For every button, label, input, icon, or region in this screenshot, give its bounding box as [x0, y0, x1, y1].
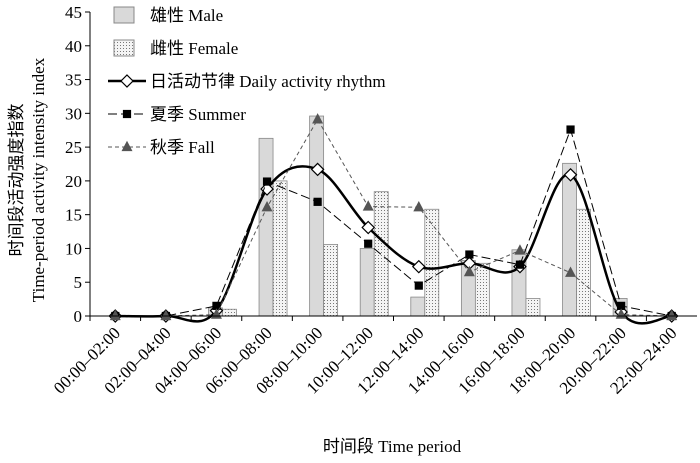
- marker: [411, 259, 426, 274]
- y-tick-label: 40: [65, 37, 82, 56]
- marker: [515, 260, 525, 269]
- marker: [260, 182, 274, 196]
- y-tick-label: 0: [74, 307, 83, 326]
- legend-label: 秋季 Fall: [150, 138, 215, 157]
- bar: [258, 137, 274, 317]
- y-tick-label: 10: [65, 239, 82, 258]
- legend-label: 夏季 Summer: [150, 105, 246, 124]
- bar: [309, 115, 325, 317]
- bar: [323, 243, 339, 317]
- marker: [666, 309, 678, 321]
- y-tick-label: 35: [65, 71, 82, 90]
- y-tick-label: 15: [65, 206, 82, 225]
- legend-label: 雄性 Male: [150, 6, 223, 25]
- marker: [310, 162, 325, 177]
- y-tick-label: 20: [65, 172, 82, 191]
- marker: [121, 140, 133, 152]
- marker: [514, 244, 526, 255]
- marker: [413, 200, 425, 212]
- marker: [122, 109, 132, 119]
- legend-swatch: [113, 39, 135, 57]
- bar: [359, 248, 375, 317]
- bar: [525, 298, 541, 317]
- line: [115, 118, 672, 317]
- marker: [109, 309, 121, 321]
- y-axis-title: Time-period activity intensity index: [29, 57, 48, 302]
- legend-label: 日活动节律 Daily activity rhythm: [150, 72, 386, 91]
- marker: [361, 220, 376, 235]
- marker: [362, 200, 374, 211]
- marker: [313, 197, 322, 206]
- y-tick-label: 30: [65, 104, 82, 123]
- marker: [414, 281, 423, 290]
- y-axis-title: 时间段活动强度指数: [7, 104, 26, 257]
- legend-item: 雄性 Male: [113, 6, 223, 25]
- bar: [576, 208, 591, 317]
- marker: [463, 265, 475, 277]
- x-axis-title: 时间段 Time period: [323, 437, 462, 456]
- bar: [424, 208, 440, 317]
- legend-item: 夏季 Summer: [108, 105, 246, 124]
- marker: [261, 200, 273, 212]
- marker: [120, 74, 134, 88]
- legend-swatch: [113, 6, 135, 24]
- bar: [474, 262, 490, 317]
- marker: [364, 239, 373, 248]
- legend-item: 日活动节律 Daily activity rhythm: [108, 72, 386, 91]
- marker: [617, 301, 626, 310]
- y-tick-label: 5: [74, 273, 83, 292]
- bar: [373, 191, 389, 317]
- marker: [563, 167, 578, 182]
- marker: [465, 250, 474, 259]
- marker: [262, 177, 272, 186]
- bar: [272, 180, 288, 317]
- line: [115, 127, 672, 317]
- legend-item: 雌性 Female: [113, 39, 238, 58]
- bar: [410, 296, 426, 317]
- marker: [565, 266, 577, 277]
- bar: [511, 249, 527, 317]
- bar: [562, 162, 577, 317]
- marker: [312, 113, 324, 124]
- legend-item: 秋季 Fall: [108, 138, 215, 157]
- legend-label: 雌性 Female: [150, 39, 238, 58]
- marker: [160, 309, 172, 321]
- marker: [566, 125, 575, 134]
- bar: [222, 308, 237, 317]
- y-tick-label: 25: [65, 138, 82, 157]
- y-tick-label: 45: [65, 3, 82, 22]
